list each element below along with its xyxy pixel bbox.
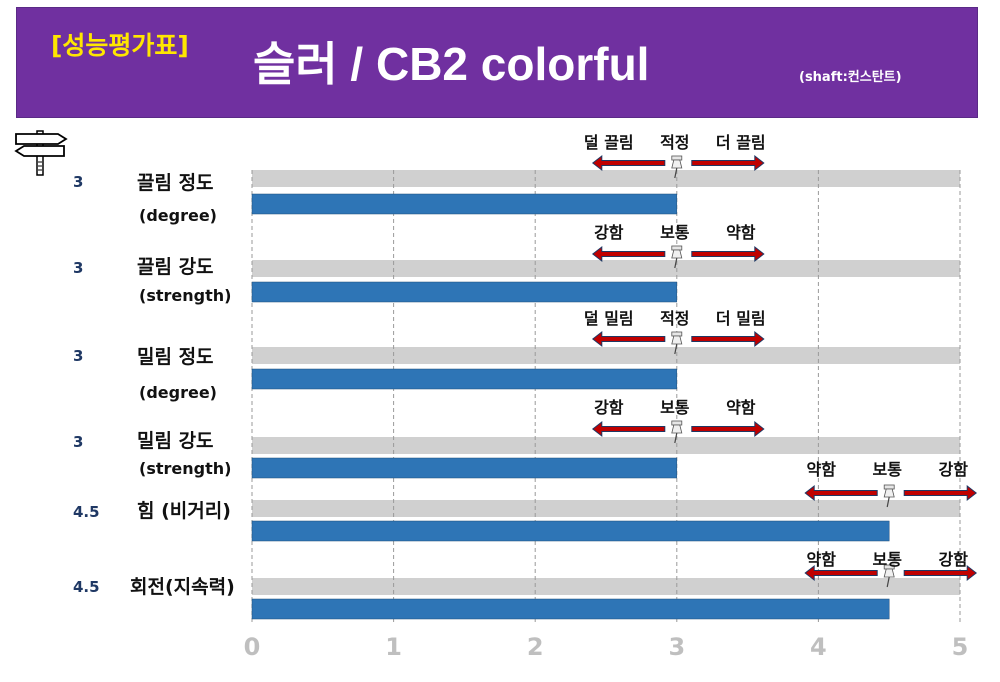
pin-icon	[671, 420, 683, 444]
arrow-right	[903, 484, 978, 502]
track-bar	[252, 578, 960, 595]
category-label: 끌림 정도	[137, 172, 214, 194]
category-label: 밀림 강도	[137, 430, 214, 452]
header-banner: [성능평가표] 슬러 / CB2 colorful (shaft:컨스탄트)	[16, 7, 978, 118]
page-subtitle: (shaft:컨스탄트)	[799, 70, 902, 85]
pin-icon	[671, 331, 683, 355]
track-bar	[252, 437, 960, 454]
score-label: 3	[73, 347, 83, 365]
arrow-right	[691, 154, 765, 172]
value-bar	[251, 598, 890, 620]
category-sublabel: (strength)	[139, 459, 231, 478]
track-bar	[252, 260, 960, 277]
scale-left-label: 강함	[594, 223, 624, 242]
scale-left-label: 덜 밀림	[584, 309, 634, 328]
pin-icon	[671, 155, 683, 179]
scale-mid-label: 보통	[660, 223, 690, 242]
scale-mid-label: 보통	[872, 550, 902, 569]
scale-right-label: 약함	[726, 223, 756, 242]
category-sublabel: (degree)	[139, 383, 217, 402]
track-bar	[252, 347, 960, 364]
score-label: 4.5	[73, 503, 100, 521]
pin-icon	[883, 484, 895, 508]
pin-icon	[883, 564, 895, 588]
value-bar	[251, 457, 678, 479]
x-tick-label: 3	[668, 633, 685, 661]
arrow-right	[691, 330, 765, 348]
x-tick-label: 4	[810, 633, 827, 661]
scale-left-label: 강함	[594, 398, 624, 417]
value-bar	[251, 281, 678, 303]
category-sublabel: (degree)	[139, 206, 217, 225]
track-bar	[252, 170, 960, 187]
arrow-right	[691, 245, 765, 263]
category-sublabel: (strength)	[139, 286, 231, 305]
arrow-left	[591, 154, 666, 172]
arrow-right	[903, 564, 978, 582]
scale-right-label: 강함	[938, 550, 968, 569]
score-label: 3	[73, 259, 83, 277]
scale-mid-label: 적정	[660, 133, 689, 152]
value-bar	[251, 520, 890, 542]
score-label: 4.5	[73, 578, 100, 596]
page-title: 슬러 / CB2 colorful	[253, 38, 650, 90]
track-bar	[252, 500, 960, 517]
score-label: 3	[73, 433, 83, 451]
scale-left-label: 덜 끌림	[584, 133, 634, 152]
category-label: 힘 (비거리)	[137, 500, 231, 522]
arrow-left	[804, 484, 878, 502]
x-tick-label: 1	[385, 633, 402, 661]
scale-right-label: 약함	[726, 398, 756, 417]
x-tick-label: 2	[527, 633, 544, 661]
category-label: 끌림 강도	[137, 256, 214, 278]
scale-right-label: 더 끌림	[716, 133, 766, 152]
scale-mid-label: 보통	[872, 460, 902, 479]
score-label: 3	[73, 173, 83, 191]
arrow-left	[591, 330, 666, 348]
arrow-right	[691, 420, 765, 438]
arrow-left	[804, 564, 878, 582]
scale-left-label: 약함	[806, 550, 836, 569]
scale-mid-label: 보통	[660, 398, 690, 417]
arrow-left	[591, 245, 666, 263]
value-bar	[251, 193, 678, 215]
scale-left-label: 약함	[806, 460, 836, 479]
scale-right-label: 더 밀림	[716, 309, 766, 328]
x-tick-label: 0	[244, 633, 261, 661]
scale-right-label: 강함	[938, 460, 968, 479]
scale-mid-label: 적정	[660, 309, 689, 328]
x-tick-label: 5	[952, 633, 969, 661]
badge-label: [성능평가표]	[51, 31, 189, 60]
category-label: 회전(지속력)	[130, 576, 235, 598]
arrow-left	[591, 420, 666, 438]
value-bar	[251, 368, 678, 390]
category-label: 밀림 정도	[137, 346, 214, 368]
pin-icon	[671, 245, 683, 269]
signpost-icon	[14, 130, 68, 176]
